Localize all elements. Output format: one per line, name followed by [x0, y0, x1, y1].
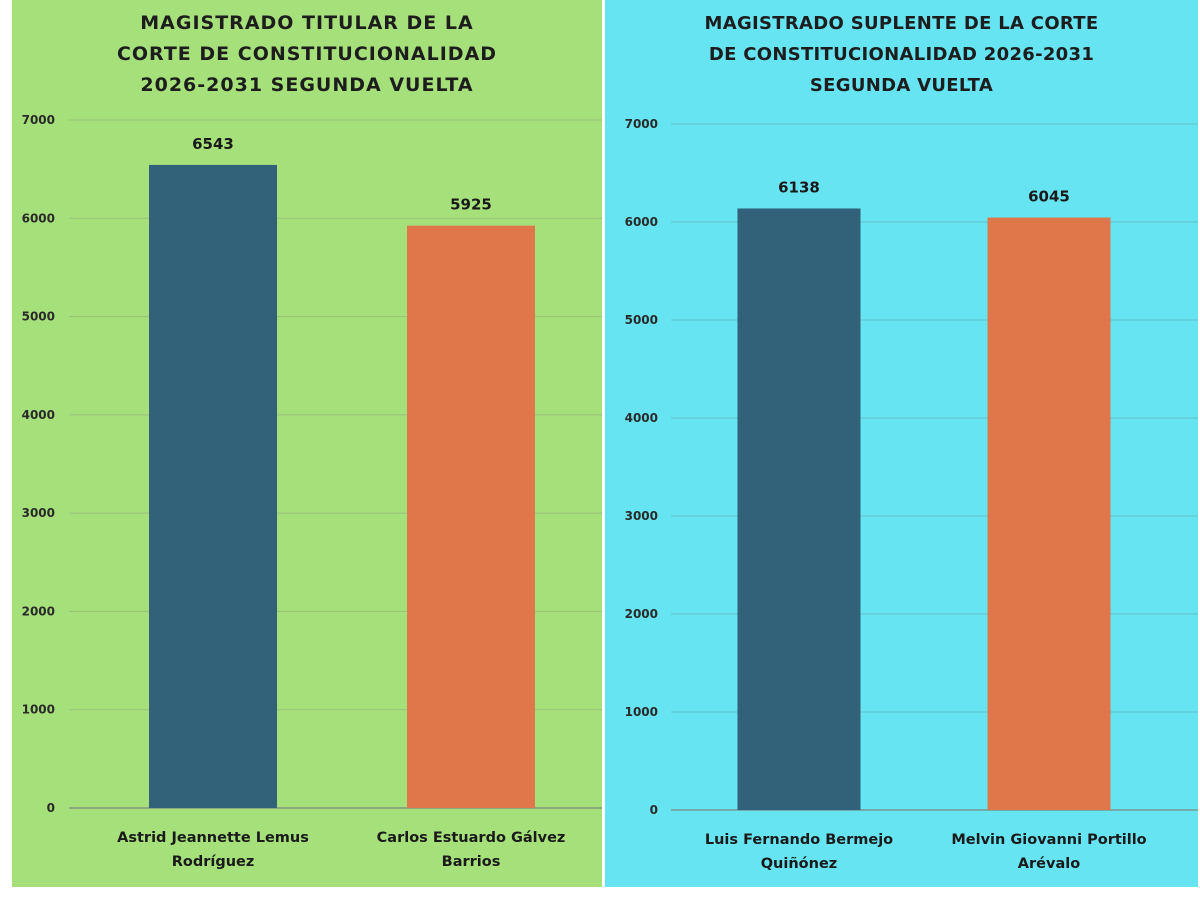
x-tick-label: Rodríguez: [172, 854, 255, 870]
bar: [737, 208, 861, 810]
bar: [149, 164, 277, 808]
y-tick-label: 5000: [22, 310, 55, 324]
x-tick-label: Astrid Jeannette Lemus: [117, 830, 309, 846]
y-tick-label: 1000: [22, 703, 55, 717]
chart-panel-suplente: MAGISTRADO SUPLENTE DE LA CORTE DE CONST…: [605, 0, 1198, 887]
y-tick-label: 7000: [22, 113, 55, 127]
data-label: 6045: [1028, 188, 1070, 206]
y-tick-label: 1000: [625, 705, 658, 719]
y-tick-label: 2000: [22, 604, 55, 618]
data-label: 6138: [778, 178, 820, 196]
y-tick-label: 3000: [625, 509, 658, 523]
x-tick-label: Barrios: [442, 854, 501, 870]
chart-title: MAGISTRADO TITULAR DE LA CORTE DE CONSTI…: [116, 12, 498, 96]
y-tick-label: 0: [47, 801, 55, 815]
y-tick-label: 0: [650, 803, 658, 817]
y-tick-label: 6000: [22, 211, 55, 225]
chart-title: MAGISTRADO SUPLENTE DE LA CORTE DE CONST…: [704, 13, 1099, 96]
y-tick-label: 7000: [625, 117, 658, 131]
x-tick-label: Luis Fernando Bermejo: [705, 832, 893, 848]
y-tick-label: 5000: [625, 313, 658, 327]
chart-panel-titular: MAGISTRADO TITULAR DE LA CORTE DE CONSTI…: [12, 0, 602, 887]
y-tick-label: 4000: [625, 411, 658, 425]
x-tick-label: Carlos Estuardo Gálvez: [377, 830, 566, 846]
y-tick-label: 3000: [22, 506, 55, 520]
x-tick-label: Melvin Giovanni Portillo: [951, 832, 1146, 848]
y-tick-label: 2000: [625, 607, 658, 621]
bar: [987, 217, 1111, 811]
x-tick-label: Arévalo: [1018, 856, 1080, 872]
x-tick-label: Quiñónez: [761, 856, 838, 872]
y-tick-label: 4000: [22, 408, 55, 422]
bar: [407, 225, 535, 808]
data-label: 6543: [192, 135, 234, 153]
bar-chart-suplente: 0 1000 2000 3000 4000 5000 6000 7000 6138 Luis Fe…: [625, 117, 1198, 872]
bar-chart-titular: 0 1000 2000 3000 4000 5000 6000 7000 6543 Astrid …: [22, 113, 602, 870]
y-tick-label: 6000: [625, 215, 658, 229]
data-label: 5925: [450, 196, 492, 214]
